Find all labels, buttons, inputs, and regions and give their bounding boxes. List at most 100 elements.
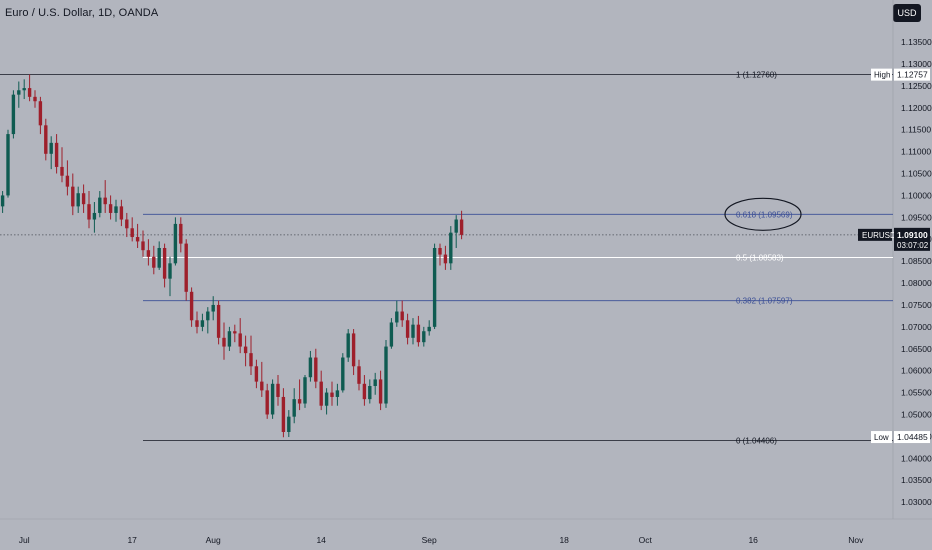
time-tick-label: Jul [19,535,30,545]
candle-body [103,197,107,205]
time-tick-label: 17 [127,535,137,545]
price-tick-label: 1.09500 [901,212,932,222]
price-tick-label: 1.07500 [901,300,932,310]
time-tick-label: 18 [559,535,569,545]
price-tick-label: 1.13000 [901,59,932,69]
fib-level-label: 0.5 (1.08583) [736,254,784,263]
candle-body [260,381,264,391]
price-tick-label: 1.11000 [901,147,931,157]
current-price-tag-bg [894,227,930,251]
chart-title: Euro / U.S. Dollar, 1D, OANDA [5,7,159,19]
price-tick-label: 1.03000 [901,497,932,507]
candle-body [184,243,188,292]
candle-body [11,94,16,135]
candle-body [195,320,199,327]
candle-body [152,256,156,268]
price-tick-label: 1.06000 [901,366,932,376]
candle-body [157,247,161,268]
candle-body [22,88,26,91]
time-tick-label: Aug [206,535,221,545]
candle-body [49,142,53,154]
candle-body [243,346,248,354]
candle-body [389,322,394,347]
candle-body [92,212,97,220]
candle-body [108,204,113,213]
time-tick-label: Nov [848,535,864,545]
candle-body [368,385,372,400]
candle-body [233,331,237,334]
candle-body [44,125,48,154]
candle-body [206,311,210,321]
symbol-tag-bg [858,228,892,241]
candle-body [270,383,275,415]
price-tick-label: 1.10500 [901,169,932,179]
candle-body [373,379,377,386]
candle-body [0,195,5,207]
candle-body [427,326,431,332]
candle-body [395,311,399,323]
candle-body [65,175,70,187]
time-tick-label: Sep [422,535,437,545]
candle-body [33,96,37,102]
candle-body [341,357,345,391]
countdown-label: 03:07:02 [897,241,929,250]
high-marker-price-bg [894,68,930,81]
candle-body [276,383,280,397]
candle-body [130,228,134,238]
price-tick-label: 1.05500 [901,388,932,398]
candle-body [346,333,350,358]
candle-body [432,247,437,327]
current-price-label: 1.09100 [897,230,928,240]
candle-body [216,304,221,338]
candle-body [384,346,388,404]
candle-body [351,333,356,367]
candle-body [438,247,442,255]
candle-body [330,392,334,397]
candle-body [98,197,102,213]
candle-body [287,416,291,433]
candle-body [119,206,124,220]
candle-body [17,90,21,95]
candle-body [319,381,323,406]
price-tick-label: 1.13500 [901,37,932,47]
price-tick-label: 1.07000 [901,322,932,332]
candle-body [173,223,178,264]
candle-body [357,366,361,384]
currency-button[interactable]: USD [893,4,921,22]
candle-body [422,331,426,343]
time-tick-label: Oct [639,535,653,545]
candle-body [114,206,118,213]
candle-body [443,254,448,264]
candle-body [249,353,253,367]
candle-body [38,101,43,126]
candle-body [449,232,453,264]
symbol-tag-label: EURUSD [862,231,896,240]
time-tick-label: 16 [748,535,758,545]
candle-body [135,237,140,242]
price-tick-label: 1.08000 [901,278,932,288]
candle-body [227,331,232,347]
candle-body [189,291,194,321]
candle-body [459,219,464,235]
candle-body [6,134,10,196]
candle-body [87,204,91,220]
candle-body [411,324,415,338]
candle-body [265,390,269,415]
low-marker-price: 1.04485 [897,432,928,442]
fib-level-label: 1 (1.12760) [736,71,777,80]
candle-body [125,219,129,229]
fib-level-label: 0.618 (1.09569) [736,210,793,219]
price-tick-label: 1.06500 [901,344,932,354]
price-tick-label: 1.10000 [901,190,932,200]
candle-body [281,396,286,433]
candle-body [179,223,183,244]
high-marker-label: High [874,71,890,80]
price-tick-label: 1.04000 [901,453,932,463]
candle-body [222,337,226,347]
candle-body [76,193,80,207]
candle-body [54,142,59,167]
candle-body [303,377,307,404]
candle-body [400,311,404,321]
